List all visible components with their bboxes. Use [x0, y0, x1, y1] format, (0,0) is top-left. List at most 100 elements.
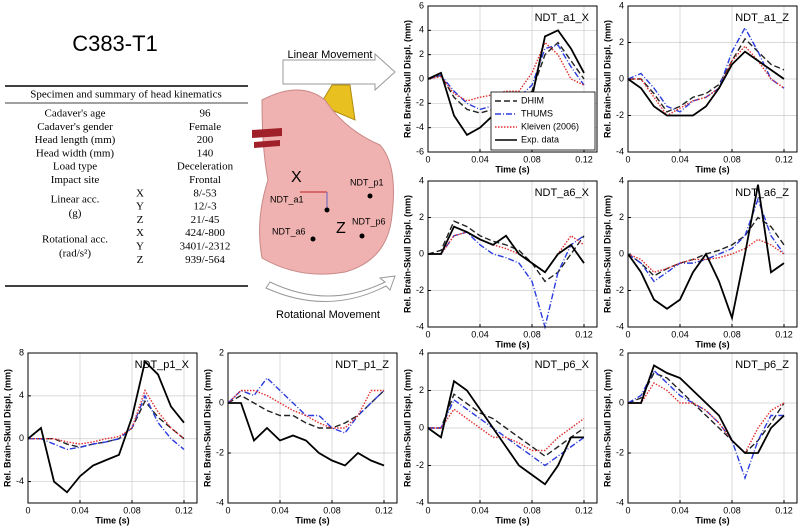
y-tick-label: 2: [419, 49, 424, 59]
y-tick-label: 0: [619, 397, 624, 407]
x-tick-label: 0: [25, 505, 30, 515]
x-tick-label: 0.04: [471, 505, 489, 515]
x-tick-label: 0: [425, 505, 430, 515]
table-title: Specimen and summary of head kinematics: [30, 89, 222, 101]
series-line: [227, 376, 385, 434]
series-line: [28, 394, 185, 451]
plot-frame: [427, 180, 598, 328]
y-tick-label: 6: [419, 0, 424, 10]
row-value: Deceleration: [177, 161, 234, 173]
chart-title: NDT_a1_Z: [735, 12, 789, 24]
y-tick-label: 0: [619, 73, 624, 83]
plot-frame: [227, 352, 398, 504]
y-tick-label: 2: [619, 347, 624, 357]
x-axis-label: Time (s): [95, 515, 129, 525]
x-tick-label: 0.08: [523, 329, 541, 339]
x-axis-label: Time (s): [495, 164, 529, 174]
plot-frame: [627, 180, 798, 328]
x-axis-label: Time (s): [695, 164, 729, 174]
axis-letter: X: [136, 227, 144, 239]
row-label: Load type: [53, 161, 97, 173]
chart: 0 0.04 0.08 0.12 -4 -2 0 2 NDT_p6_Z Time (s) Rel. …: [602, 347, 798, 525]
x-tick-label: 0: [625, 505, 630, 515]
series-line: [227, 389, 384, 429]
row-label: Cadaver's age: [45, 108, 106, 120]
x-tick-label: 0: [425, 154, 430, 164]
y-tick-label: -2: [416, 98, 424, 108]
row-value: 140: [197, 147, 214, 159]
series-line: [627, 184, 785, 322]
chart: 0 0.04 0.08 0.12 -4 -2 0 2 4 NDT_a6_Z Time (s) Rel.…: [602, 175, 798, 349]
row-label: Impact site: [51, 174, 100, 186]
point-marker: [359, 233, 365, 239]
series-line: [428, 393, 585, 457]
x-tick-label: 0.12: [575, 154, 593, 164]
plot-area: [28, 353, 197, 503]
y-tick-label: -2: [416, 285, 424, 295]
y-tick-label: -2: [616, 110, 624, 120]
x-tick-label: 0.08: [323, 505, 341, 515]
axis-value: 12/-3: [193, 201, 217, 213]
x-tick-label: 0.04: [471, 154, 489, 164]
legend-label: Kleiven (2006): [521, 121, 579, 131]
rotational-label: Rotational Movement: [276, 309, 380, 321]
legend-label: DHIM: [521, 95, 544, 105]
linear-label: Linear Movement: [288, 49, 373, 61]
series-line: [28, 388, 185, 445]
row-value: 200: [197, 134, 214, 146]
y-tick-label: 2: [419, 212, 424, 222]
y-tick-label: 8: [19, 347, 24, 357]
chart: 0 0.04 0.08 0.12 -4 -2 0 2 4 NDT_p6_X Time (s) Rel.…: [402, 347, 598, 525]
x-axis-label: Time (s): [295, 515, 329, 525]
series-line: [427, 379, 584, 486]
plot-frame: [27, 352, 198, 504]
point-label: NDT_a1: [270, 194, 304, 204]
y-tick-label: 4: [619, 0, 624, 10]
x-tick-label: 0.08: [723, 154, 741, 164]
y-tick-label: 0: [419, 422, 424, 432]
y-tick-label: -4: [616, 146, 624, 156]
y-axis-label: Rel. Brain-Skull Displ. (mm): [2, 369, 12, 487]
group-unit: (g): [69, 208, 82, 220]
y-tick-label: -4: [216, 497, 224, 507]
series-line: [428, 225, 585, 274]
y-axis-label: Rel. Brain-Skull Displ. (mm): [602, 20, 612, 138]
y-axis-label: Rel. Brain-Skull Displ. (mm): [402, 20, 412, 138]
y-tick-label: -4: [416, 122, 424, 132]
y-tick-label: 4: [19, 390, 24, 400]
chart-title: NDT_p6_Z: [735, 359, 789, 371]
series-line: [628, 382, 785, 455]
y-tick-label: 0: [619, 248, 624, 258]
row-label: Head width (mm): [36, 147, 115, 159]
chart: 0 0.04 0.08 0.12 -6 -4 -2 0 2 4 6 NDT_a1_X Time (s) R…: [402, 0, 598, 174]
series-line: [627, 50, 785, 117]
y-tick-label: 2: [619, 212, 624, 222]
figure-title: C383-T1: [72, 31, 158, 56]
row-label: Cadaver's gender: [37, 121, 113, 133]
x-tick-label: 0.04: [471, 329, 489, 339]
point-label: NDT_a6: [272, 226, 306, 236]
axis-letter: Z: [137, 254, 144, 266]
chart: 0 0.04 0.08 0.12 -4 -2 0 2 NDT_p1_Z Time (s) Rel. …: [202, 347, 398, 525]
point-marker: [324, 207, 330, 213]
chart-title: NDT_p6_X: [535, 359, 590, 371]
point-marker: [367, 193, 373, 199]
legend-label: THUMS: [521, 108, 553, 118]
y-axis-label: Rel. Brain-Skull Displ. (mm): [402, 195, 412, 313]
chart: 0 0.04 0.08 0.12 -4 0 4 8 NDT_p1_X Time (s) Rel. B…: [2, 347, 198, 525]
group-label: Linear acc.: [51, 194, 100, 206]
plot-frame: [627, 352, 798, 504]
series-line: [27, 359, 185, 494]
y-tick-label: 2: [219, 347, 224, 357]
x-tick-label: 0.08: [123, 505, 141, 515]
y-tick-label: -2: [416, 460, 424, 470]
row-label: Head length (mm): [35, 134, 116, 146]
point-label: NDT_p6: [352, 216, 386, 226]
y-axis-label: Rel. Brain-Skull Displ. (mm): [202, 369, 212, 487]
x-axis-label: Time (s): [695, 515, 729, 525]
y-tick-label: 2: [619, 37, 624, 47]
x-tick-label: 0.04: [271, 505, 289, 515]
row-value: Frontal: [189, 174, 221, 186]
plot-frame: [627, 5, 798, 153]
